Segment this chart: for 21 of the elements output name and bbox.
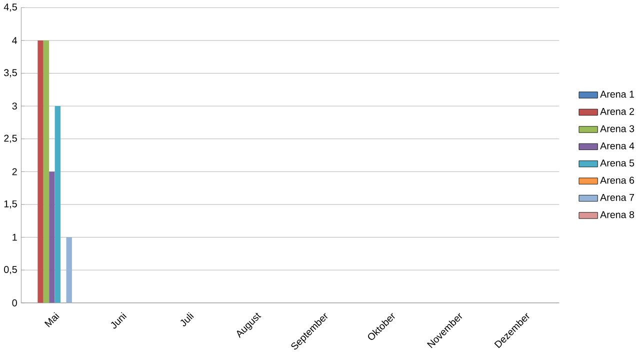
y-tick-label: 3	[12, 102, 17, 110]
legend-label: Arena 1	[600, 90, 634, 98]
y-tick-label: 2	[12, 168, 17, 175]
y-tick-label: 0,5	[4, 266, 17, 274]
y-tick-label: 3,5	[4, 69, 17, 78]
legend-label: Arena 5	[600, 159, 634, 166]
y-tick-label: 4	[12, 36, 18, 44]
x-tick-label: Juni	[110, 312, 127, 328]
y-tick-label: 1,5	[4, 200, 17, 208]
legend-label: Arena 3	[600, 125, 634, 132]
y-tick-label: 2,5	[4, 134, 17, 143]
y-tick-label: 0	[12, 299, 17, 306]
legend-label: Arena 7	[600, 194, 634, 201]
legend-label: Arena 2	[600, 108, 634, 115]
y-tick-label: 1	[12, 234, 17, 241]
y-tick-label: 4,5	[4, 3, 17, 12]
x-tick-label: Mai	[44, 312, 60, 328]
legend-label: Arena 8	[600, 211, 634, 218]
legend-label: Arena 6	[600, 176, 634, 184]
legend-label: Arena 4	[600, 142, 634, 150]
x-tick-label: Juli	[180, 312, 194, 326]
